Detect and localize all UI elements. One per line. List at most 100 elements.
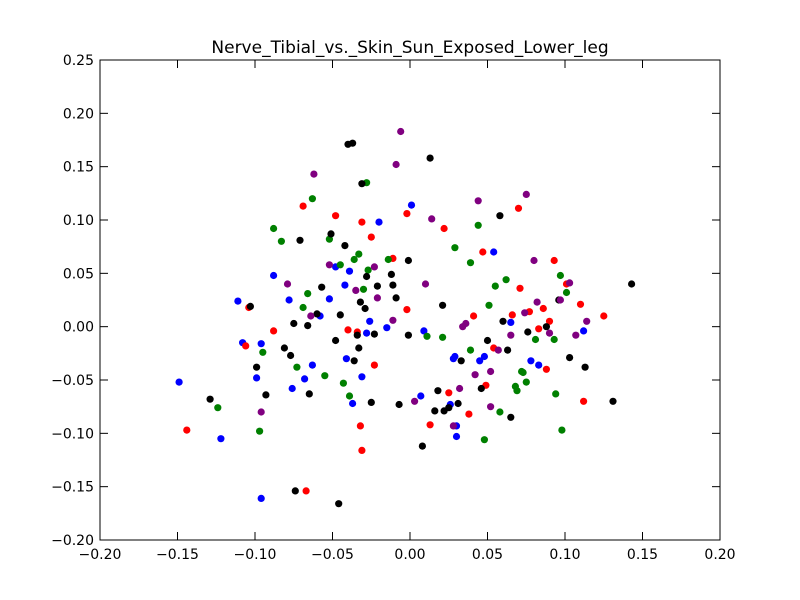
- data-point: [308, 361, 316, 369]
- data-point: [397, 127, 405, 136]
- data-point: [262, 391, 270, 399]
- data-point: [421, 280, 430, 288]
- data-point: [556, 271, 565, 280]
- data-point: [299, 303, 307, 312]
- data-point: [336, 261, 344, 269]
- data-point: [370, 361, 378, 369]
- data-point: [516, 284, 524, 292]
- x-tick-label: 0.00: [394, 547, 425, 563]
- data-point: [411, 397, 419, 405]
- data-point: [451, 352, 459, 361]
- data-point: [513, 387, 521, 395]
- data-point: [428, 215, 436, 223]
- y-tick-label: 0.20: [63, 106, 94, 122]
- data-point: [494, 346, 502, 354]
- data-point: [370, 263, 378, 271]
- data-point: [304, 290, 312, 298]
- data-point: [280, 344, 288, 352]
- data-point: [445, 389, 453, 397]
- data-point: [234, 297, 242, 305]
- data-point: [392, 294, 400, 302]
- data-point: [355, 250, 363, 258]
- data-point: [373, 294, 381, 302]
- data-point: [530, 256, 538, 265]
- data-point: [321, 372, 329, 380]
- data-point: [507, 413, 515, 421]
- data-point: [364, 266, 372, 274]
- data-point: [522, 190, 530, 198]
- data-point: [270, 271, 278, 280]
- data-point: [583, 317, 591, 325]
- data-point: [535, 325, 543, 333]
- y-tick-label: 0.10: [63, 213, 94, 229]
- data-point: [545, 329, 554, 337]
- data-point: [175, 378, 183, 386]
- data-point: [257, 408, 265, 416]
- data-point: [496, 212, 504, 220]
- data-point: [359, 285, 368, 293]
- data-point: [466, 346, 475, 354]
- data-point: [566, 279, 574, 287]
- data-point: [404, 256, 412, 265]
- data-point: [480, 436, 488, 444]
- data-point: [485, 301, 493, 309]
- data-point: [313, 310, 321, 318]
- data-point: [471, 371, 479, 379]
- data-point: [370, 330, 378, 338]
- data-point: [308, 195, 316, 203]
- data-point: [356, 422, 364, 430]
- data-point: [307, 312, 315, 320]
- y-axis: −0.20 −0.15 −0.10 −0.05 0.00 0.05 0.10 0.15 0.20…: [51, 53, 720, 549]
- plot-area: [99, 59, 721, 541]
- data-point: [507, 318, 515, 326]
- data-point: [426, 154, 434, 162]
- data-point: [550, 256, 558, 265]
- data-point: [253, 363, 261, 371]
- data-point: [404, 331, 412, 339]
- data-point: [474, 197, 482, 205]
- data-point: [550, 335, 558, 344]
- data-point: [363, 272, 371, 281]
- data-point: [439, 333, 447, 341]
- data-point: [566, 354, 574, 362]
- data-point: [363, 329, 371, 337]
- data-point: [545, 317, 554, 325]
- data-point: [299, 202, 307, 210]
- data-point: [521, 309, 529, 317]
- data-point: [305, 390, 313, 398]
- data-point: [304, 322, 312, 330]
- y-tick-label: −0.15: [51, 480, 94, 496]
- data-point: [449, 422, 457, 430]
- data-point: [524, 328, 532, 336]
- data-point: [527, 357, 535, 365]
- data-point: [576, 300, 585, 308]
- data-point: [352, 286, 360, 294]
- data-point: [496, 408, 504, 416]
- x-tick-label: 0.15: [627, 547, 658, 563]
- x-tick-label: −0.10: [234, 547, 277, 563]
- y-tick-label: −0.05: [51, 373, 94, 389]
- data-point: [345, 267, 354, 275]
- data-point: [389, 281, 397, 289]
- x-tick-label: 0.05: [472, 547, 503, 563]
- y-tick-label: 0.00: [63, 320, 94, 336]
- data-point: [457, 357, 465, 365]
- data-point: [358, 218, 366, 226]
- data-point: [423, 332, 431, 340]
- data-point: [499, 317, 507, 325]
- data-point: [480, 352, 488, 361]
- data-point: [296, 236, 304, 244]
- data-point: [465, 410, 473, 418]
- data-point: [246, 302, 254, 310]
- data-point: [552, 390, 560, 398]
- data-point: [580, 327, 588, 335]
- data-point: [418, 442, 426, 450]
- data-point: [270, 327, 278, 335]
- data-point: [392, 160, 400, 169]
- data-point: [533, 298, 541, 306]
- data-point: [358, 180, 366, 188]
- points-layer: [175, 127, 636, 508]
- data-point: [487, 367, 495, 376]
- data-point: [531, 335, 540, 344]
- data-point: [451, 244, 459, 252]
